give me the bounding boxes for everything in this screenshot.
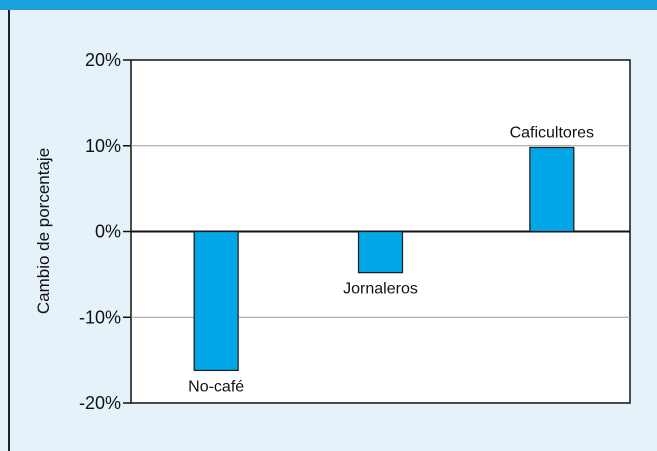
- y-axis-ticks: 20% 10% 0% -10% -20%: [79, 50, 131, 413]
- bars: [193, 146, 575, 372]
- bar-category-label: No-café: [188, 378, 244, 395]
- y-axis-title: Cambio de porcentaje: [34, 148, 53, 314]
- bar-2: [357, 230, 404, 274]
- y-tick-label: -10%: [79, 307, 121, 327]
- y-tick-label: 20%: [85, 50, 121, 70]
- left-border-rule: [8, 10, 10, 451]
- bar-1: [193, 230, 239, 372]
- y-tick-label: -20%: [79, 393, 121, 413]
- y-tick-label: 10%: [85, 136, 121, 156]
- header-accent-bar: [0, 0, 657, 10]
- y-tick-label: 0%: [95, 222, 121, 242]
- bar-3: [529, 146, 575, 233]
- bar-category-label: Jornaleros: [343, 281, 418, 298]
- bar-labels: No-café Jornaleros Caficultores: [188, 124, 594, 395]
- bar-category-label: Caficultores: [510, 124, 594, 141]
